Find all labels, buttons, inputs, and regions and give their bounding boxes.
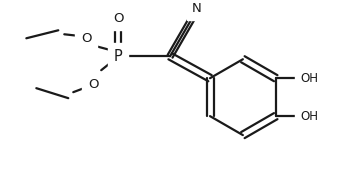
Text: O: O	[113, 12, 123, 25]
Text: OH: OH	[301, 72, 319, 85]
Text: OH: OH	[301, 110, 319, 123]
Text: P: P	[114, 49, 122, 64]
Text: N: N	[192, 2, 202, 15]
Text: O: O	[81, 32, 91, 45]
Text: O: O	[88, 78, 99, 91]
